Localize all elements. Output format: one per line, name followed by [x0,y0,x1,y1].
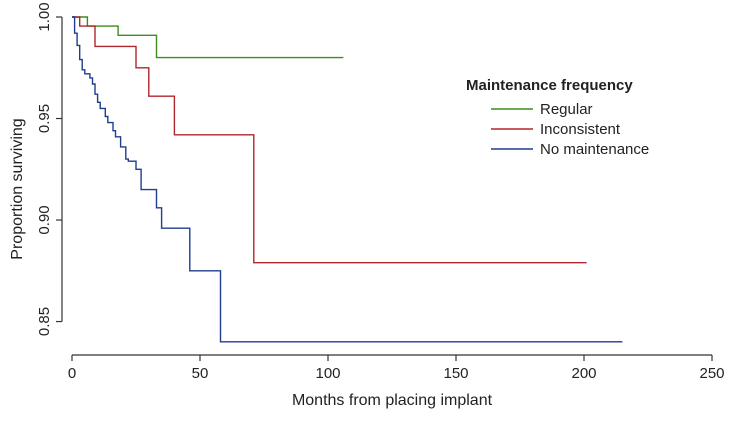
axes: 0 50 100 150 200 250 0.85 0.90 0.95 1.00 [36,2,725,382]
y-tick-label: 0.90 [36,205,53,234]
legend-label-inconsistent: Inconsistent [540,121,621,138]
y-tick-label: 0.85 [36,307,53,336]
series-line-no-maintenance [72,16,623,343]
x-tick-label: 0 [68,365,76,382]
x-axis-title: Months from placing implant [292,392,493,409]
x-tick-label: 150 [443,365,468,382]
x-tick-label: 250 [699,365,724,382]
series-line-inconsistent [72,16,587,264]
x-tick-label: 100 [315,365,340,382]
legend-label-regular: Regular [540,101,593,118]
y-axis-title: Proportion surviving [9,118,26,259]
y-tick-label: 0.95 [36,104,53,133]
x-tick-label: 50 [192,365,209,382]
x-tick-label: 200 [571,365,596,382]
series-layer [72,16,623,343]
legend: Maintenance frequency Regular Inconsisten… [466,77,649,158]
legend-title: Maintenance frequency [466,77,633,94]
series-line-regular [72,16,344,59]
y-tick-label: 1.00 [36,2,53,31]
legend-label-no-maintenance: No maintenance [540,141,649,158]
